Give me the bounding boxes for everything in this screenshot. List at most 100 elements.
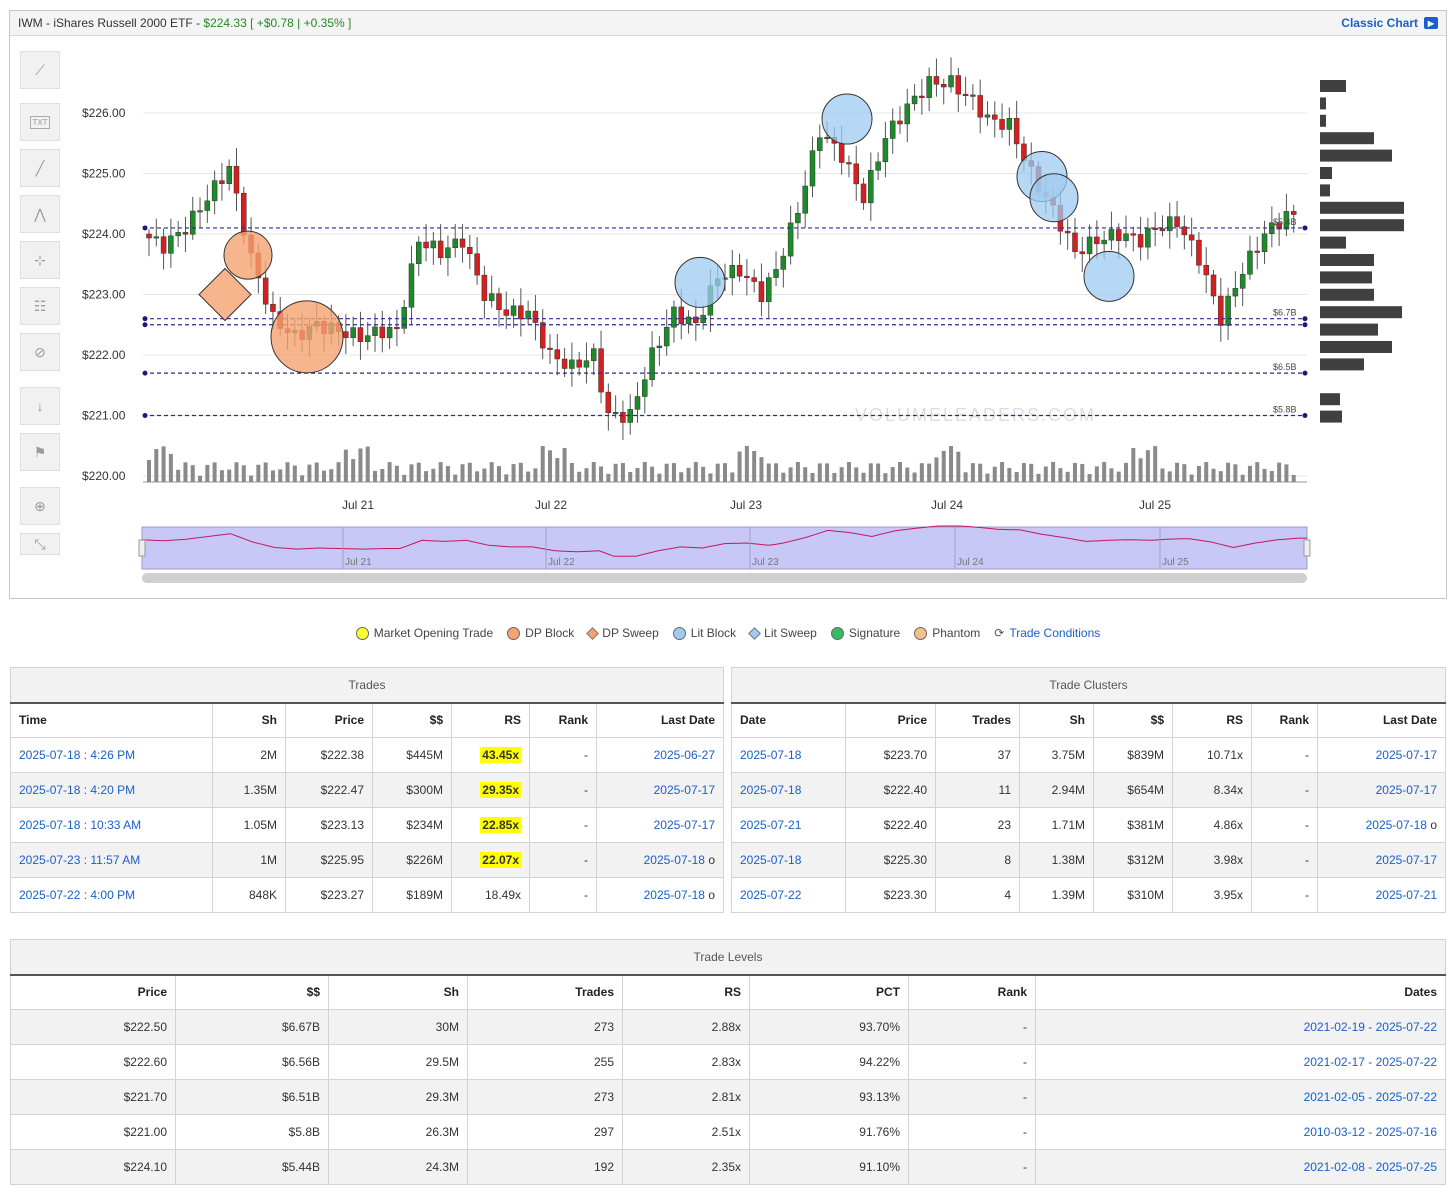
cluster-last-date-link[interactable]: 2025-07-17 — [1375, 783, 1437, 797]
table-row[interactable]: 2025-07-18 $223.70 37 3.75M $839M 10.71x - 2025… — [731, 737, 1446, 773]
level-dates[interactable]: 2021-02-05 - 2025-07-22 — [1035, 1079, 1446, 1115]
trade-time[interactable]: 2025-07-18 : 4:26 PM — [10, 737, 213, 773]
col-dollars[interactable]: $$ — [175, 974, 329, 1010]
trade-last-date[interactable]: 2025-07-18 o — [596, 877, 724, 913]
col-price[interactable]: Price — [10, 974, 176, 1010]
trade-last-date[interactable]: 2025-06-27 — [596, 737, 724, 773]
measure-tool-icon[interactable]: ☷ — [20, 287, 60, 325]
cluster-date-link[interactable]: 2025-07-22 — [740, 888, 802, 902]
col-price[interactable]: Price — [285, 702, 373, 738]
table-row[interactable]: 2025-07-18 $222.40 11 2.94M $654M 8.34x - 2025-… — [731, 772, 1446, 808]
flag-tool-icon[interactable]: ⚑ — [20, 433, 60, 471]
legend-item[interactable]: Lit Sweep — [748, 626, 817, 640]
cluster-date[interactable]: 2025-07-18 — [731, 737, 846, 773]
trade-time-link[interactable]: 2025-07-22 : 4:00 PM — [19, 888, 136, 902]
cluster-last-date-link[interactable]: 2025-07-17 — [1375, 748, 1437, 762]
trade-last-date-link[interactable]: 2025-07-18 — [643, 853, 705, 867]
trade-last-date[interactable]: 2025-07-17 — [596, 807, 724, 843]
col-dates[interactable]: Dates — [1035, 974, 1446, 1010]
hide-eye-icon[interactable]: ⊘ — [20, 333, 60, 371]
table-row[interactable]: 2025-07-18 : 4:26 PM 2M $222.38 $445M 43.45x… — [10, 737, 724, 773]
crosshair-tool-icon[interactable]: ⊹ — [20, 241, 60, 279]
level-dates[interactable]: 2021-02-19 - 2025-07-22 — [1035, 1009, 1446, 1045]
line-tool-icon[interactable]: ╱ — [20, 149, 60, 187]
legend-item[interactable]: Phantom — [914, 626, 980, 640]
col-trades[interactable]: Trades — [467, 974, 623, 1010]
level-dates-link[interactable]: 2021-02-08 - 2025-07-25 — [1303, 1160, 1437, 1174]
table-row[interactable]: 2025-07-18 : 4:20 PM 1.35M $222.47 $300M 29.… — [10, 772, 724, 808]
col-sh[interactable]: Sh — [1019, 702, 1094, 738]
col-rs[interactable]: RS — [451, 702, 530, 738]
trade-last-date-link[interactable]: 2025-07-17 — [653, 783, 715, 797]
cluster-date[interactable]: 2025-07-22 — [731, 877, 846, 913]
cluster-date-link[interactable]: 2025-07-21 — [740, 818, 802, 832]
expand-tool-icon[interactable]: ⤡ — [20, 533, 60, 555]
level-dates[interactable]: 2021-02-08 - 2025-07-25 — [1035, 1149, 1446, 1185]
cluster-last-date[interactable]: 2025-07-17 — [1317, 737, 1446, 773]
table-row[interactable]: 2025-07-22 $223.30 4 1.39M $310M 3.95x - 2025-0… — [731, 877, 1446, 913]
level-dates-link[interactable]: 2021-02-17 - 2025-07-22 — [1303, 1055, 1437, 1069]
table-row[interactable]: $224.10 $5.44B 24.3M 192 2.35x 91.10% - 2021-02… — [10, 1149, 1446, 1185]
col-rank[interactable]: Rank — [529, 702, 597, 738]
table-row[interactable]: $222.60 $6.56B 29.5M 255 2.83x 94.22% - 2021-02… — [10, 1044, 1446, 1080]
table-row[interactable]: $221.70 $6.51B 29.3M 273 2.81x 93.13% - 2021-02… — [10, 1079, 1446, 1115]
trade-last-date[interactable]: 2025-07-17 — [596, 772, 724, 808]
col-dollars[interactable]: $$ — [1093, 702, 1173, 738]
trade-time-link[interactable]: 2025-07-23 : 11:57 AM — [19, 853, 141, 867]
col-pct[interactable]: PCT — [749, 974, 909, 1010]
counter-tool-icon[interactable]: ↓ — [20, 387, 60, 425]
col-last-date[interactable]: Last Date — [1317, 702, 1446, 738]
cluster-last-date-link[interactable]: 2025-07-17 — [1375, 853, 1437, 867]
cluster-last-date-link[interactable]: 2025-07-18 — [1365, 818, 1427, 832]
col-rs[interactable]: RS — [1172, 702, 1252, 738]
trade-last-date-link[interactable]: 2025-06-27 — [653, 748, 715, 762]
table-row[interactable]: 2025-07-18 : 10:33 AM 1.05M $223.13 $234M 22… — [10, 807, 724, 843]
trade-time[interactable]: 2025-07-22 : 4:00 PM — [10, 877, 213, 913]
table-row[interactable]: 2025-07-23 : 11:57 AM 1M $225.95 $226M 22.07… — [10, 842, 724, 878]
table-row[interactable]: 2025-07-18 $225.30 8 1.38M $312M 3.98x - 2025-0… — [731, 842, 1446, 878]
legend-item[interactable]: Signature — [830, 626, 900, 640]
price-chart[interactable]: $220.00 $221.00 $222.00 $223.00 $224.00 $225.… — [10, 36, 1444, 596]
trade-last-date-link[interactable]: 2025-07-17 — [653, 818, 715, 832]
cluster-date[interactable]: 2025-07-18 — [731, 842, 846, 878]
trade-last-date[interactable]: 2025-07-18 o — [596, 842, 724, 878]
col-rank[interactable]: Rank — [1251, 702, 1318, 738]
classic-chart-button[interactable]: Classic Chart ▶ — [1341, 16, 1438, 30]
cluster-last-date[interactable]: 2025-07-21 — [1317, 877, 1446, 913]
legend-item[interactable]: DP Block — [507, 626, 574, 640]
cluster-last-date[interactable]: 2025-07-18 o — [1317, 807, 1446, 843]
level-dates-link[interactable]: 2021-02-05 - 2025-07-22 — [1303, 1090, 1437, 1104]
trade-time-link[interactable]: 2025-07-18 : 4:20 PM — [19, 783, 136, 797]
zoom-tool-icon[interactable]: ⊕ — [20, 487, 60, 525]
cluster-last-date[interactable]: 2025-07-17 — [1317, 842, 1446, 878]
col-trades[interactable]: Trades — [935, 702, 1020, 738]
cluster-last-date-link[interactable]: 2025-07-21 — [1375, 888, 1437, 902]
col-last-date[interactable]: Last Date — [596, 702, 724, 738]
col-rank[interactable]: Rank — [908, 974, 1036, 1010]
level-dates[interactable]: 2021-02-17 - 2025-07-22 — [1035, 1044, 1446, 1080]
col-sh[interactable]: Sh — [328, 974, 468, 1010]
trade-time-link[interactable]: 2025-07-18 : 4:26 PM — [19, 748, 136, 762]
legend-item[interactable]: DP Sweep — [586, 626, 659, 640]
legend-item[interactable]: ⟳ Trade Conditions — [994, 626, 1100, 640]
cluster-date[interactable]: 2025-07-21 — [731, 807, 846, 843]
trade-time[interactable]: 2025-07-18 : 4:20 PM — [10, 772, 213, 808]
cluster-date-link[interactable]: 2025-07-18 — [740, 748, 802, 762]
table-row[interactable]: 2025-07-21 $222.40 23 1.71M $381M 4.86x -2025-… — [731, 807, 1446, 843]
table-row[interactable]: $221.00 $5.8B 26.3M 297 2.51x 91.76% - 2010-03-… — [10, 1114, 1446, 1150]
cluster-last-date[interactable]: 2025-07-17 — [1317, 772, 1446, 808]
trend-tool-icon[interactable]: ⟋ — [20, 51, 60, 89]
level-dates-link[interactable]: 2010-03-12 - 2025-07-16 — [1303, 1125, 1437, 1139]
cluster-date-link[interactable]: 2025-07-18 — [740, 783, 802, 797]
col-date[interactable]: Date — [731, 702, 846, 738]
legend-item[interactable]: Market Opening Trade — [355, 626, 493, 640]
col-time[interactable]: Time — [10, 702, 213, 738]
level-dates[interactable]: 2010-03-12 - 2025-07-16 — [1035, 1114, 1446, 1150]
trade-time[interactable]: 2025-07-23 : 11:57 AM — [10, 842, 213, 878]
table-row[interactable]: 2025-07-22 : 4:00 PM 848K $223.27 $189M 18.4… — [10, 877, 724, 913]
trade-time-link[interactable]: 2025-07-18 : 10:33 AM — [19, 818, 142, 832]
col-rs[interactable]: RS — [622, 974, 750, 1010]
trade-time[interactable]: 2025-07-18 : 10:33 AM — [10, 807, 213, 843]
trade-last-date-link[interactable]: 2025-07-18 — [643, 888, 705, 902]
col-dollars[interactable]: $$ — [372, 702, 452, 738]
